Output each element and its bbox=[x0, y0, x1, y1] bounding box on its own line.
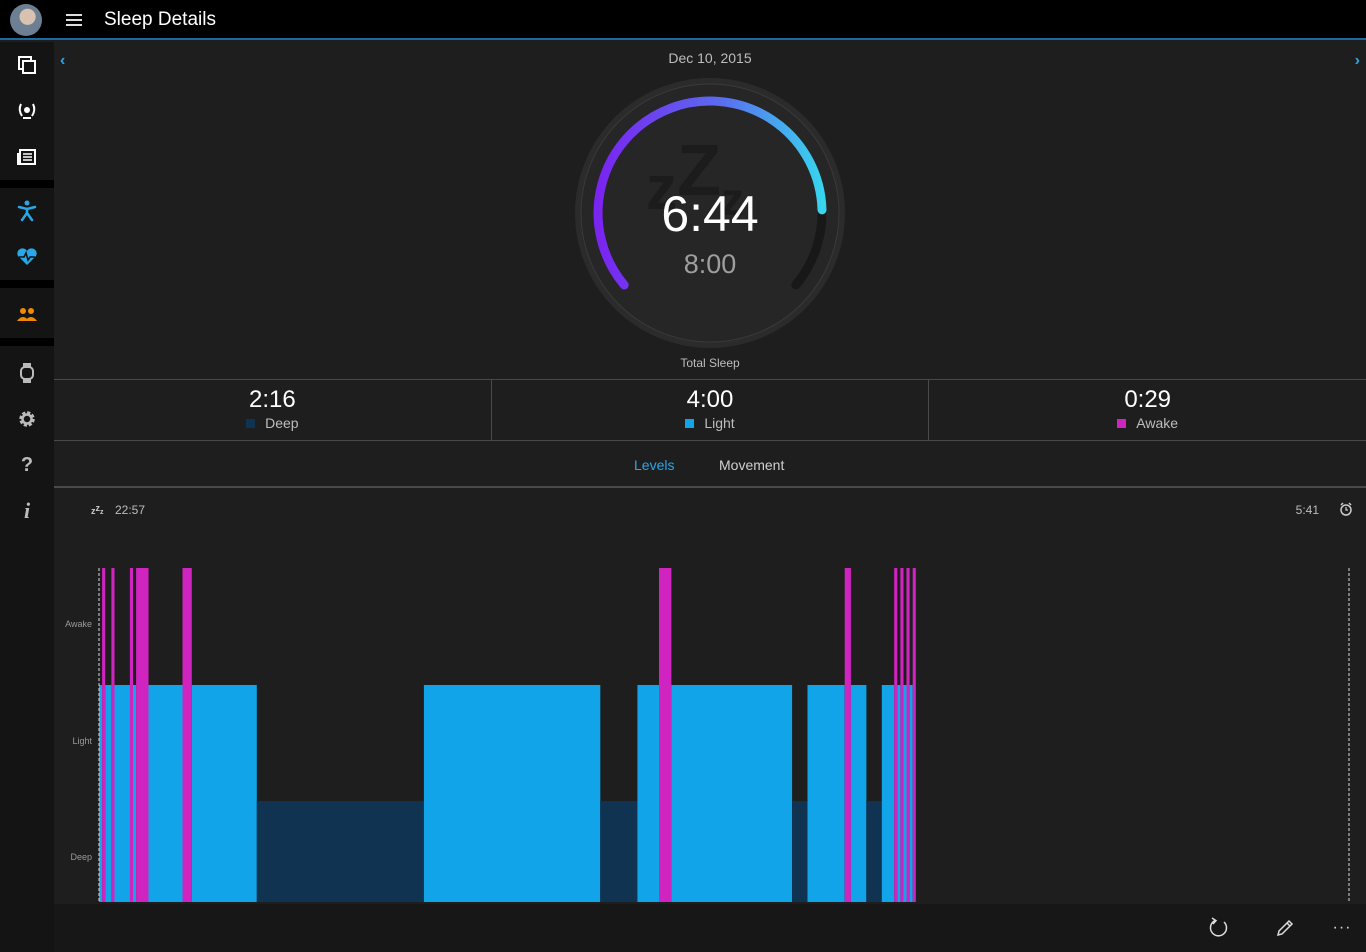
cards-icon bbox=[18, 56, 36, 74]
sleep-segment-deep bbox=[256, 801, 424, 902]
alarm-clock-icon bbox=[1340, 502, 1352, 516]
sleep-segment-light bbox=[191, 685, 257, 902]
total-sleep-label: Total Sleep bbox=[680, 356, 740, 370]
sleep-segment-awake bbox=[912, 568, 916, 902]
sidebar-item-challenges[interactable] bbox=[0, 88, 54, 134]
sleep-segment-awake bbox=[894, 568, 898, 902]
avatar[interactable] bbox=[10, 4, 42, 36]
stat-value: 0:29 bbox=[1124, 386, 1172, 413]
sidebar-item-info[interactable]: i bbox=[0, 488, 54, 534]
sleep-segment-light bbox=[637, 685, 660, 902]
sidebar-item-devices[interactable] bbox=[0, 350, 54, 396]
tab-levels[interactable]: Levels bbox=[634, 457, 675, 473]
edit-button[interactable] bbox=[1271, 914, 1299, 942]
stat-light: 4:00 Light bbox=[492, 380, 930, 440]
sleep-segment-awake bbox=[659, 568, 672, 902]
sleep-start-zzz-icon: zzz bbox=[91, 503, 104, 516]
sleep-stats-row: 2:16 Deep 4:00 Light 0:29 Awake bbox=[54, 379, 1366, 441]
sleep-goal-value: 8:00 bbox=[683, 249, 737, 279]
sleep-segment-light bbox=[897, 685, 901, 902]
hamburger-menu-icon[interactable] bbox=[66, 14, 82, 26]
person-activity-icon bbox=[17, 200, 37, 222]
sidebar-item-help[interactable]: ? bbox=[0, 442, 54, 488]
sleep-segment-awake bbox=[900, 568, 904, 902]
sleep-segment-deep bbox=[600, 801, 638, 902]
ring-progress bbox=[593, 96, 827, 290]
sleep-segment-awake bbox=[129, 568, 133, 902]
stat-label: Light bbox=[704, 415, 735, 431]
tab-bar: Levels Movement bbox=[54, 442, 1366, 488]
y-axis-label-light: Light bbox=[72, 736, 92, 746]
newspaper-icon bbox=[17, 149, 36, 165]
sleep-segment-awake bbox=[906, 568, 910, 902]
gear-icon bbox=[19, 411, 35, 427]
sleep-segment-light bbox=[850, 685, 867, 902]
stat-value: 4:00 bbox=[686, 386, 734, 413]
y-axis-label-deep: Deep bbox=[70, 852, 92, 862]
sleep-segment-awake bbox=[111, 568, 115, 902]
sleep-segment-light bbox=[903, 685, 907, 902]
stat-label: Deep bbox=[265, 415, 299, 431]
sidebar: ? i bbox=[0, 42, 54, 952]
sidebar-item-my-day[interactable] bbox=[0, 42, 54, 88]
sleep-segment-light bbox=[807, 685, 845, 902]
pencil-icon bbox=[1276, 919, 1294, 937]
sleep-segment-awake bbox=[182, 568, 192, 902]
sidebar-item-settings[interactable] bbox=[0, 396, 54, 442]
app-bar: ··· bbox=[54, 904, 1366, 952]
sleep-segment-light bbox=[133, 685, 137, 902]
sleep-segment-deep bbox=[792, 801, 808, 902]
sleep-segment-light bbox=[881, 685, 895, 902]
total-sleep-ring: zZz 6:44 8:00 bbox=[574, 77, 846, 349]
date-label: Dec 10, 2015 bbox=[668, 50, 752, 66]
refresh-icon bbox=[1209, 917, 1228, 937]
heart-pulse-icon bbox=[17, 248, 37, 265]
sidebar-divider bbox=[0, 180, 54, 188]
awake-swatch bbox=[1117, 418, 1127, 428]
sleep-start-time: 22:57 bbox=[115, 503, 145, 517]
page-title: Sleep Details bbox=[104, 9, 216, 30]
sleep-segment-light bbox=[105, 685, 112, 902]
sleep-segment-awake bbox=[136, 568, 149, 902]
y-axis-label-awake: Awake bbox=[65, 619, 92, 629]
more-icon: ··· bbox=[1332, 919, 1352, 936]
sleep-segment-deep bbox=[866, 801, 882, 902]
tab-movement[interactable]: Movement bbox=[719, 457, 785, 473]
sleep-segment-light bbox=[671, 685, 793, 902]
sleep-segment-awake bbox=[844, 568, 851, 902]
sleep-segment-light bbox=[148, 685, 183, 902]
watch-icon bbox=[20, 363, 34, 383]
stat-label: Awake bbox=[1136, 415, 1179, 431]
next-day-chevron-right-icon[interactable]: › bbox=[1354, 52, 1360, 69]
sidebar-item-news[interactable] bbox=[0, 134, 54, 180]
sidebar-divider bbox=[0, 338, 54, 346]
stat-value: 2:16 bbox=[248, 386, 296, 413]
previous-day-chevron-left-icon[interactable]: ‹ bbox=[60, 52, 66, 69]
laurel-icon bbox=[18, 103, 36, 119]
sleep-segment-light bbox=[423, 685, 601, 902]
sidebar-item-health[interactable] bbox=[0, 234, 54, 280]
refresh-button[interactable] bbox=[1204, 914, 1232, 942]
light-swatch bbox=[685, 418, 695, 428]
total-sleep-value: 6:44 bbox=[661, 186, 759, 242]
sleep-end-time: 5:41 bbox=[1296, 503, 1320, 517]
sleep-segment-light bbox=[909, 685, 913, 902]
sidebar-item-activity[interactable] bbox=[0, 188, 54, 234]
sleep-segment-light bbox=[99, 685, 103, 902]
sidebar-divider bbox=[0, 280, 54, 288]
stat-deep: 2:16 Deep bbox=[54, 380, 492, 440]
deep-swatch bbox=[246, 418, 256, 428]
sleep-segment-light bbox=[114, 685, 130, 902]
info-icon: i bbox=[23, 498, 31, 523]
more-button[interactable]: ··· bbox=[1328, 914, 1356, 942]
main-content: ‹ Dec 10, 2015 › zZz 6:44 8:00 Total Sle… bbox=[54, 42, 1366, 952]
sidebar-item-connections[interactable] bbox=[0, 292, 54, 338]
question-icon: ? bbox=[20, 453, 34, 476]
stat-awake: 0:29 Awake bbox=[929, 380, 1366, 440]
people-icon bbox=[17, 308, 37, 321]
top-bar: Sleep Details bbox=[0, 0, 1366, 40]
sleep-segment-awake bbox=[102, 568, 106, 902]
